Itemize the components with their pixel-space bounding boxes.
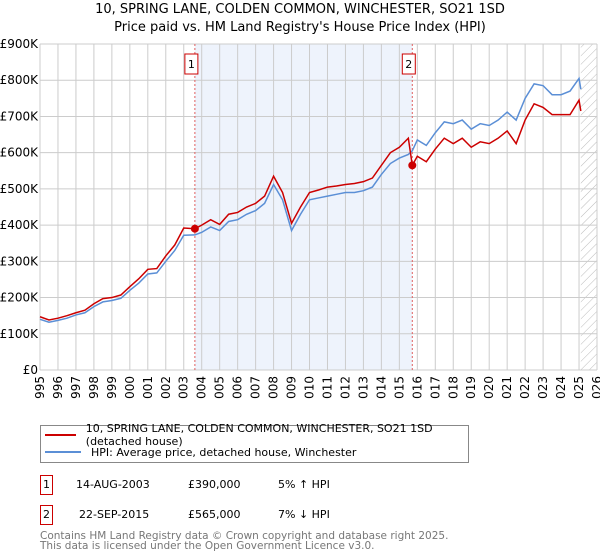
y-tick-label: £800K <box>0 73 39 87</box>
y-tick-label: £500K <box>0 182 39 196</box>
transaction-row: 1 14-AUG-2003 £390,000 5% ↑ HPI <box>40 475 540 495</box>
y-tick-label: £400K <box>0 218 39 232</box>
legend-red-label: 10, SPRING LANE, COLDEN COMMON, WINCHEST… <box>85 422 433 448</box>
chart-title: 10, SPRING LANE, COLDEN COMMON, WINCHEST… <box>95 2 505 17</box>
x-tick-label: 2006 <box>231 376 245 400</box>
x-tick-label: 2020 <box>482 376 496 400</box>
x-tick-label: 2001 <box>141 376 155 400</box>
footer: Contains HM Land Registry data © Crown c… <box>40 530 449 552</box>
footer-line: This data is licensed under the Open Gov… <box>40 540 375 552</box>
transaction-price: £565,000 <box>188 508 241 521</box>
x-tick-label: 2023 <box>536 376 550 400</box>
x-tick-label: 2019 <box>464 376 478 400</box>
y-tick-label: £700K <box>0 109 39 123</box>
sale-marker-box <box>184 53 199 75</box>
y-tick-label: £200K <box>0 291 39 305</box>
y-tick-label: £300K <box>0 254 39 268</box>
y-tick-label: £600K <box>0 146 39 160</box>
x-tick-label: 2024 <box>554 376 568 400</box>
legend-blue-label: HPI: Average price, detached house, Winc… <box>91 445 357 459</box>
sale-point <box>190 224 199 233</box>
marker-badge: 2 <box>40 505 53 525</box>
x-tick-label: 2003 <box>177 376 191 400</box>
x-tick-label: 1996 <box>51 376 65 400</box>
x-tick-label: 2000 <box>123 376 137 400</box>
series-line <box>39 98 582 321</box>
x-tick-label: 2018 <box>446 376 460 400</box>
x-tick-label: 2025 <box>572 376 586 400</box>
x-tick-label: 2004 <box>195 376 209 400</box>
series-line <box>39 76 582 323</box>
transaction-row: 2 22-SEP-2015 £565,000 7% ↓ HPI <box>40 505 540 525</box>
sale-point <box>408 161 417 170</box>
x-tick-label: 2014 <box>374 376 388 400</box>
x-tick-label: 1998 <box>87 376 101 400</box>
x-tick-label: 2017 <box>428 376 442 400</box>
shaded-period <box>194 44 413 370</box>
x-tick-label: 2005 <box>213 376 227 400</box>
y-tick-label: £900K <box>0 37 39 51</box>
x-tick-label: 2012 <box>338 376 352 400</box>
x-tick-label: 2008 <box>267 376 281 400</box>
x-tick-label: 2007 <box>249 376 263 400</box>
x-tick-label: 1995 <box>33 376 47 400</box>
y-tick-label: £100K <box>0 327 39 341</box>
x-tick-label: 2002 <box>159 376 173 400</box>
forecast-hatch <box>580 44 597 370</box>
x-tick-label: 2010 <box>303 376 317 400</box>
footer-line: Contains HM Land Registry data © Crown c… <box>40 530 449 542</box>
transaction-date: 22-SEP-2015 <box>79 508 150 521</box>
sale-marker-label: 2 <box>405 58 412 71</box>
x-tick-label: 2009 <box>285 376 299 400</box>
transaction-hpi: 5% ↑ HPI <box>278 478 330 491</box>
x-tick-label: 1997 <box>69 376 83 400</box>
x-tick-label: 1999 <box>105 376 119 400</box>
x-tick-label: 2026 <box>590 376 600 400</box>
x-tick-label: 2021 <box>500 376 514 400</box>
legend: 10, SPRING LANE, COLDEN COMMON, WINCHEST… <box>40 422 469 463</box>
transaction-hpi: 7% ↓ HPI <box>278 508 330 521</box>
x-tick-label: 2011 <box>320 376 334 400</box>
chart-subtitle: Price paid vs. HM Land Registry's House … <box>114 20 486 35</box>
legend-red-line <box>45 434 76 436</box>
x-tick-label: 2016 <box>410 376 424 400</box>
legend-blue-line <box>45 451 81 453</box>
transaction-price: £390,000 <box>188 478 241 491</box>
sale-marker-label: 1 <box>188 58 195 71</box>
marker-badge: 1 <box>40 475 53 495</box>
sale-marker-box <box>401 53 416 75</box>
y-tick-label: £0 <box>23 363 38 377</box>
x-tick-label: 2022 <box>518 376 532 400</box>
x-tick-label: 2013 <box>356 376 370 400</box>
chart-plot: £0 £100K £200K £300K £400K £500K £600K £700K £80… <box>0 37 600 400</box>
x-tick-label: 2015 <box>392 376 406 400</box>
transaction-date: 14-AUG-2003 <box>76 478 150 491</box>
